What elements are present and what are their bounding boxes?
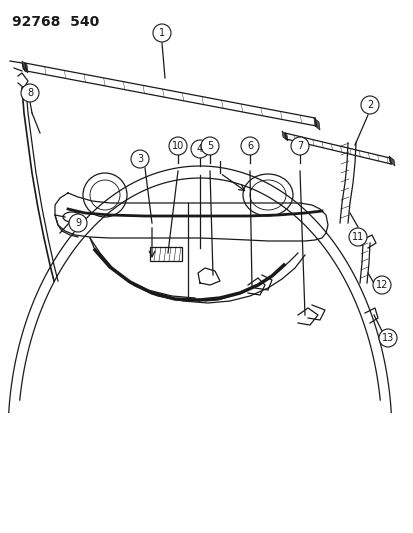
Polygon shape xyxy=(313,118,319,130)
Text: 9: 9 xyxy=(75,218,81,228)
Circle shape xyxy=(190,140,209,158)
Circle shape xyxy=(360,96,378,114)
Text: 11: 11 xyxy=(351,232,363,242)
Circle shape xyxy=(21,84,39,102)
Text: 12: 12 xyxy=(375,280,387,290)
Circle shape xyxy=(348,228,366,246)
Text: 92768  540: 92768 540 xyxy=(12,15,99,29)
Circle shape xyxy=(240,137,259,155)
Text: 10: 10 xyxy=(171,141,184,151)
Text: 3: 3 xyxy=(137,154,143,164)
Circle shape xyxy=(378,329,396,347)
Circle shape xyxy=(201,137,218,155)
Circle shape xyxy=(131,150,149,168)
Circle shape xyxy=(290,137,308,155)
Text: 13: 13 xyxy=(381,333,393,343)
Text: 7: 7 xyxy=(296,141,302,151)
Text: 8: 8 xyxy=(27,88,33,98)
Text: 2: 2 xyxy=(366,100,372,110)
Circle shape xyxy=(169,137,187,155)
Text: 6: 6 xyxy=(246,141,252,151)
Polygon shape xyxy=(281,131,287,141)
Circle shape xyxy=(153,24,171,42)
Text: 5: 5 xyxy=(206,141,213,151)
Text: 4: 4 xyxy=(197,144,202,154)
Circle shape xyxy=(69,214,87,232)
Polygon shape xyxy=(22,61,28,73)
Polygon shape xyxy=(388,156,394,166)
Text: 1: 1 xyxy=(159,28,165,38)
Circle shape xyxy=(372,276,390,294)
